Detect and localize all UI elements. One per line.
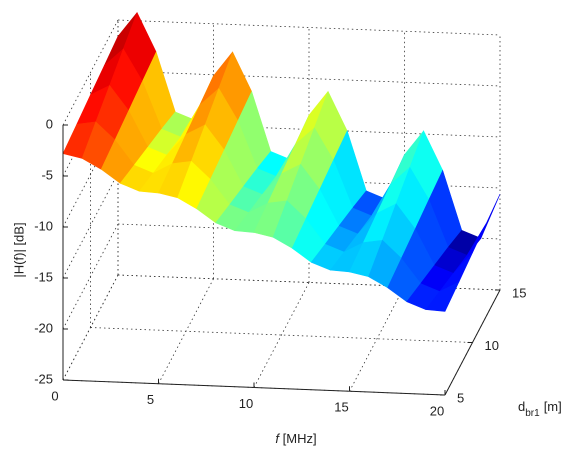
surface-patch <box>425 281 460 312</box>
y-tick-label: 5 <box>457 390 464 405</box>
grid-line <box>62 19 119 126</box>
x-tick-label: 20 <box>430 403 444 418</box>
grid-line <box>253 282 310 388</box>
x-axis-label-var: f <box>275 431 280 446</box>
grid-line <box>62 121 119 228</box>
x-axis-label-unit: [MHz] <box>279 431 317 446</box>
axes: 0 5 10 15 20 5 10 15 -25 -20 -15 -10 -5 0 <box>34 116 526 418</box>
z-tick-label: -10 <box>34 218 53 233</box>
y-axis-label-unit: [m] <box>544 399 562 414</box>
y-axis-label-sub: br1 <box>525 408 540 419</box>
z-tick-label: 0 <box>46 116 53 131</box>
grid-line <box>90 327 473 343</box>
y-tick-label: 10 <box>485 338 499 353</box>
y-axis-label: dbr1 [m] <box>518 399 562 418</box>
z-tick-label: -20 <box>34 320 53 335</box>
grid-line <box>117 70 501 87</box>
grid-line <box>117 19 501 36</box>
x-tick-label: 10 <box>239 396 253 411</box>
grid-line <box>62 172 119 279</box>
z-tick-label: -15 <box>34 269 53 284</box>
y-axis-label-main: d <box>518 399 525 414</box>
z-tick-label: -25 <box>34 371 53 386</box>
grid-line <box>62 274 119 381</box>
surface <box>62 11 501 312</box>
y-tick-label: 15 <box>512 285 526 300</box>
grid-line <box>349 286 405 392</box>
grid-line <box>117 274 501 291</box>
grid-line <box>117 223 501 240</box>
z-tick-label: -5 <box>41 167 53 182</box>
x-axis-label: f [MHz] <box>275 431 316 446</box>
x-tick-label: 15 <box>334 400 348 415</box>
x-tick-label: 0 <box>51 388 58 403</box>
x-tick-label: 5 <box>147 392 154 407</box>
z-axis-label: |H(f)| [dB] <box>11 222 26 277</box>
grid-line <box>62 223 119 330</box>
